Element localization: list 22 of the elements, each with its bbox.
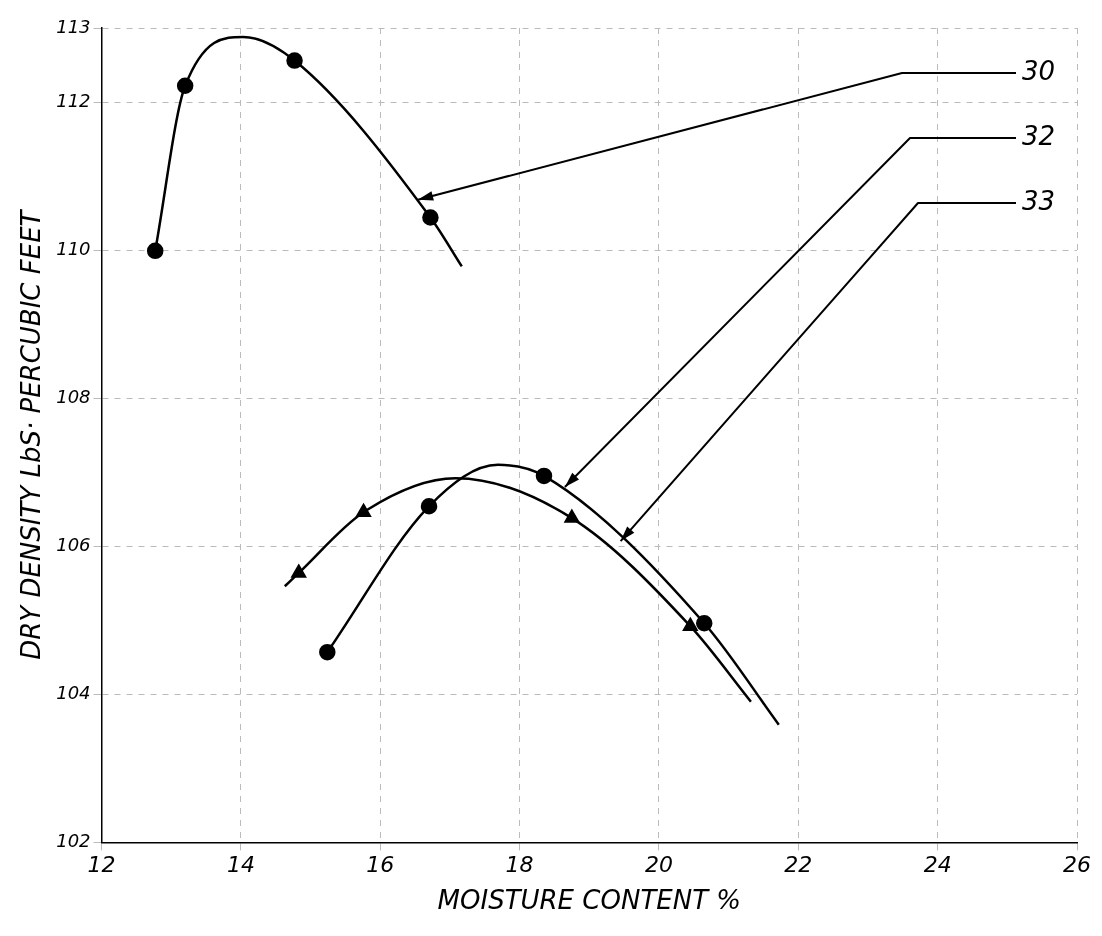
point	[146, 242, 164, 260]
x-tick-label: 22	[784, 852, 813, 878]
y-tick-label: 104	[56, 682, 91, 703]
x-tick-label: 12	[87, 852, 116, 878]
y-tick-label: 112	[56, 89, 91, 111]
y-tick-label: 110	[56, 237, 91, 259]
y-tick-label: 113	[56, 15, 91, 37]
annotation: 33	[1022, 185, 1056, 216]
annotation: 32	[1022, 120, 1056, 151]
x-tick-label: 14	[226, 852, 255, 878]
x-axis-title: MOISTURE CONTENT %	[437, 885, 741, 916]
y-tick-label: 108	[56, 385, 91, 407]
y-tick-label: 102	[56, 830, 91, 852]
annotation: 30	[1022, 55, 1056, 86]
x-tick-label: 18	[505, 852, 534, 878]
x-tick-label: 26	[1063, 852, 1091, 878]
x-tick-label: 24	[923, 852, 952, 878]
y-tick-label: 106	[56, 533, 91, 555]
point	[319, 643, 336, 661]
x-tick-label: 20	[644, 852, 673, 878]
x-tick-label: 16	[366, 852, 395, 878]
y-axis-title: DRY DENSITY LbS· PERCUBIC FEET	[16, 208, 47, 660]
